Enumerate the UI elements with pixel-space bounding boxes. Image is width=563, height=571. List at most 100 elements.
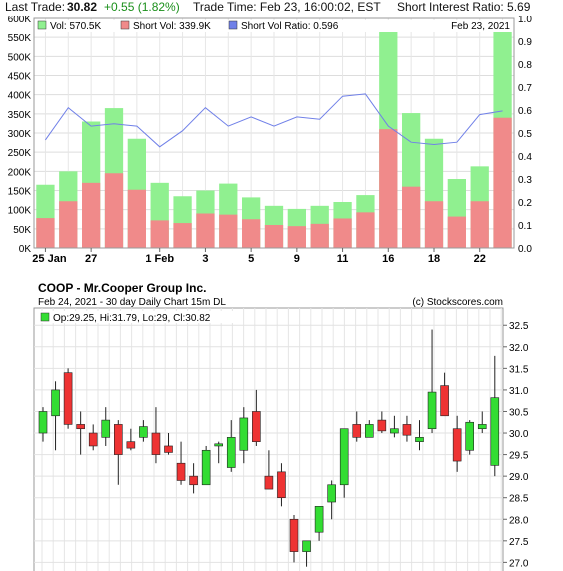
candle-body [415,437,424,442]
short-volume-bar [493,117,512,248]
candle-body [427,391,437,430]
y-tick-label: 31.5 [509,364,529,375]
chart-title: COOP - Mr.Cooper Group Inc. [38,281,206,295]
y-tick-label: 28.0 [509,515,529,526]
legend-ratio: Short Vol Ratio: 0.596 [241,21,339,32]
y2-tick-label: 0.7 [518,83,532,94]
short-volume-bar [36,218,55,248]
y-tick-label: 500K [8,52,32,63]
candle-body [377,419,387,432]
last-trade-label: Last Trade: [5,0,66,14]
plot-area [33,307,504,571]
y-tick-label: 30.0 [509,429,529,440]
legend-swatch-short-volume [120,20,130,30]
candle-body [176,462,186,481]
candle-body [164,445,173,453]
short-volume-bar [173,223,192,248]
candle-body [264,475,274,490]
candlestick-chart: COOP - Mr.Cooper Group Inc. Feb 24, 2021 … [33,281,529,571]
candle-body [151,432,161,455]
short-volume-bar [150,220,169,248]
legend-swatch-ohlc [40,312,50,322]
legend-date: Feb 23, 2021 [451,21,510,32]
short-volume-bar [82,182,101,248]
candle-body [126,441,136,449]
short-volume-bar [59,201,78,248]
short-volume-bar [356,212,375,248]
x-tick-label: 25 Jan [32,253,67,265]
candle-body [252,411,261,442]
y-tick-label: 300K [8,129,32,140]
short-volume-bar [287,226,306,248]
y2-tick-label: 0.5 [518,129,532,140]
short-interest-ratio: Short Interest Ratio: 5.69 [397,0,531,14]
candle-body [477,424,487,430]
y-tick-label: 29.5 [509,451,529,462]
short-volume-bar [447,216,466,248]
candle-body [189,475,198,486]
y-tick-label: 32.0 [509,343,529,354]
y-tick-label: 27.5 [509,537,529,548]
x-tick-label: 27 [85,253,97,265]
short-volume-bar [196,213,215,248]
y2-tick-label: 0.8 [518,60,532,71]
short-volume-bar [402,186,421,248]
x-tick-label: 5 [248,253,254,265]
candle-body [88,432,98,447]
candle-body [390,428,399,434]
candle-body [277,471,286,499]
y2-tick-label: 0.1 [518,221,532,232]
y-tick-label: 29.0 [509,472,529,483]
y-tick-label: 200K [8,167,32,178]
candle-body [101,419,111,438]
short-volume-bar [379,129,398,248]
y-tick-label: 0K [19,244,32,255]
x-tick-label: 1 Feb [145,253,174,265]
y-tick-label: 28.5 [509,494,529,505]
candle-body [314,506,324,533]
y-tick-label: 450K [8,72,32,83]
short-volume-bar [219,214,238,248]
chart-subtitle: Feb 24, 2021 - 30 day Daily Chart 15m DL [38,297,226,308]
candle-body [239,417,249,451]
last-trade-price: 30.82 [67,0,98,14]
legend-swatch-volume [37,20,47,30]
legend-volume: Vol: 570.5K [50,21,101,32]
y-tick-label: 50K [13,225,31,236]
x-tick-label: 11 [337,253,349,265]
short-volume-bar [310,223,329,248]
candle-body [201,449,211,486]
candle-body [214,443,223,447]
y-tick-label: 550K [8,33,32,44]
candle-body [364,424,374,438]
y-tick-label: 600K [8,16,32,25]
candle-body [139,426,148,438]
chart-credit: (c) Stockscores.com [412,297,503,308]
short-ratio-line [44,93,503,148]
y-tick-label: 27.0 [509,558,529,569]
candle-body [38,411,48,434]
y-tick-label: 400K [8,91,32,102]
y2-tick-label: 1.0 [518,16,532,25]
y2-tick-label: 0.9 [518,37,532,48]
price-change: +0.55 (1.82%) [104,0,180,14]
short-volume-bar [424,201,444,248]
candle-body [465,421,475,451]
legend-background [36,20,512,32]
candle-body [440,385,449,417]
volume-legend: Vol: 570.5K Short Vol: 339.9K Short Vol Ra… [36,20,512,32]
y-tick-label: 350K [8,110,32,121]
candle-body [402,424,412,436]
y-tick-label: 150K [8,187,32,198]
y-tick-label: 250K [8,148,32,159]
y2-tick-label: 0.0 [518,244,532,255]
short-volume-bar [127,189,146,248]
trade-time: Trade Time: Feb 23, 16:00:02, EST [193,0,381,14]
short-volume-bar [470,201,489,248]
short-volume-bar [333,218,352,248]
candle-body [76,424,85,430]
y2-tick-label: 0.4 [518,152,532,163]
candle-body [226,437,236,468]
candle-body [339,428,349,486]
candle-body [490,397,500,466]
